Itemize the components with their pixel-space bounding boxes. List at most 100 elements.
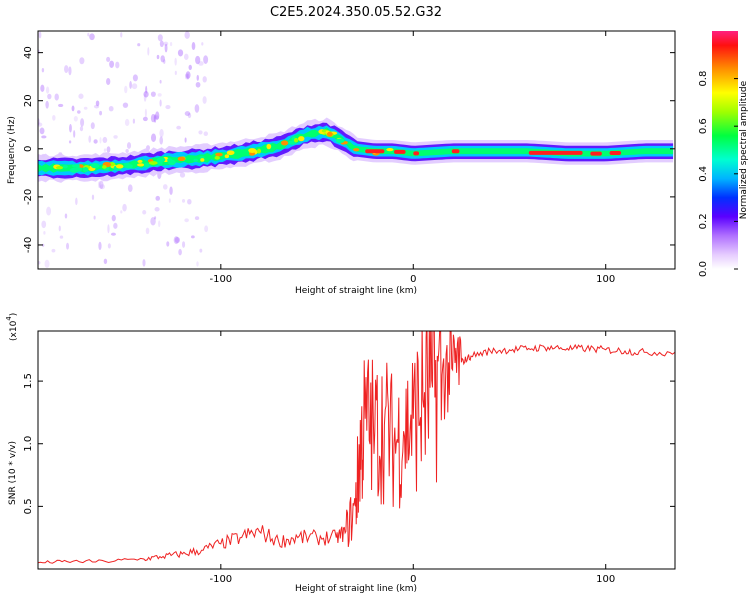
noise-speck bbox=[108, 106, 114, 112]
noise-speck bbox=[124, 118, 130, 127]
noise-speck bbox=[142, 210, 147, 215]
noise-speck bbox=[157, 34, 163, 42]
noise-speck bbox=[144, 108, 147, 118]
noise-speck bbox=[109, 60, 115, 68]
ridge-hotspot bbox=[62, 164, 68, 169]
snr-axes: -100 0 100 0.5 1.0 1.5 bbox=[23, 331, 675, 585]
noise-speck bbox=[73, 130, 76, 138]
noise-speck bbox=[169, 186, 173, 195]
noise-speck bbox=[58, 103, 64, 108]
ridge-hotspot bbox=[298, 136, 305, 142]
noise-speck bbox=[187, 198, 192, 205]
noise-speck bbox=[106, 56, 111, 63]
noise-speck bbox=[131, 83, 138, 90]
noise-speck bbox=[159, 128, 164, 138]
noise-speck bbox=[173, 236, 179, 245]
noise-speck bbox=[122, 203, 127, 212]
ridge-hotspot bbox=[266, 143, 272, 150]
noise-speck bbox=[198, 61, 204, 66]
noise-speck bbox=[169, 42, 173, 47]
noise-speck bbox=[156, 54, 160, 60]
y-tick-label: 20 bbox=[23, 94, 34, 107]
noise-speck bbox=[199, 248, 203, 253]
noise-speck bbox=[154, 207, 160, 212]
noise-speck bbox=[182, 241, 186, 248]
noise-speck bbox=[191, 235, 195, 239]
noise-speck bbox=[145, 85, 148, 94]
snr-multiplier-close: ) bbox=[9, 313, 19, 317]
spectrogram-panel: -100 0 100 -40 -20 0 20 40 Height of straight l… bbox=[7, 30, 676, 296]
noise-speck bbox=[120, 210, 123, 214]
noise-speck bbox=[71, 105, 75, 112]
ridge-hotspot bbox=[167, 158, 173, 162]
noise-speck bbox=[132, 118, 136, 124]
noise-speck bbox=[99, 184, 105, 190]
noise-speck bbox=[98, 241, 102, 251]
y-tick-label: -40 bbox=[23, 237, 34, 253]
noise-speck bbox=[164, 43, 168, 53]
noise-speck bbox=[143, 93, 147, 102]
noise-speck bbox=[102, 136, 108, 144]
noise-speck bbox=[80, 118, 85, 127]
noise-speck bbox=[79, 57, 85, 65]
noise-speck bbox=[150, 217, 156, 226]
noise-speck bbox=[125, 149, 129, 153]
x-tick-label: -100 bbox=[209, 274, 232, 285]
ridge-peak bbox=[528, 150, 583, 155]
ridge-hotspot bbox=[200, 158, 205, 162]
snr-xlabel: Height of straight line (km) bbox=[295, 584, 417, 594]
ridge-peak bbox=[609, 151, 622, 156]
ridge-peak bbox=[590, 151, 602, 156]
noise-speck bbox=[142, 259, 146, 267]
noise-speck bbox=[93, 104, 100, 109]
noise-speck bbox=[64, 213, 68, 219]
noise-speck bbox=[93, 215, 96, 220]
noise-speck bbox=[91, 194, 95, 200]
noise-speck bbox=[159, 79, 162, 84]
noise-speck bbox=[202, 76, 207, 83]
ridge-hotspot bbox=[199, 155, 205, 159]
spectrogram-ylabel: Frequency (Hz) bbox=[7, 116, 17, 184]
ridge-hotspot bbox=[293, 138, 299, 143]
ridge-hotspot bbox=[224, 154, 230, 159]
ridge-hotspot bbox=[280, 140, 289, 146]
noise-speck bbox=[198, 130, 203, 135]
snr-multiplier: (x104) bbox=[5, 313, 19, 341]
ridge-hotspot bbox=[215, 152, 223, 157]
noise-speck bbox=[41, 220, 47, 229]
noise-speck bbox=[89, 33, 95, 41]
noise-speck bbox=[77, 110, 81, 114]
ridge-hotspot bbox=[257, 148, 262, 154]
x-tick-label: 0 bbox=[410, 574, 416, 585]
noise-speck bbox=[113, 222, 118, 229]
svg-text:(x104): (x104) bbox=[5, 313, 19, 341]
noise-speck bbox=[46, 206, 52, 216]
snr-multiplier-exp: 4 bbox=[5, 316, 13, 321]
ridge-peak bbox=[413, 151, 420, 156]
ridge-hotspot bbox=[137, 163, 145, 167]
noise-speck bbox=[181, 199, 186, 203]
snr-series-line bbox=[38, 331, 675, 564]
noise-speck bbox=[204, 225, 209, 233]
spectrogram-frame bbox=[37, 30, 676, 270]
colorbar-tick-label: 0.6 bbox=[698, 118, 709, 134]
ridge-hotspot bbox=[327, 131, 333, 137]
spectrogram-marks bbox=[38, 31, 674, 268]
noise-speck bbox=[195, 55, 201, 65]
noise-speck bbox=[83, 106, 88, 110]
ridge-hotspot bbox=[56, 166, 64, 170]
noise-speck bbox=[111, 214, 116, 222]
noise-speck bbox=[68, 140, 72, 144]
noise-speck bbox=[58, 225, 61, 232]
noise-speck bbox=[187, 112, 192, 119]
noise-speck bbox=[137, 43, 141, 47]
ridge-hotspot bbox=[90, 162, 100, 169]
noise-speck bbox=[191, 42, 196, 51]
ridge-hotspot bbox=[248, 148, 257, 153]
noise-speck bbox=[124, 85, 128, 94]
noise-speck bbox=[168, 198, 171, 203]
noise-speck bbox=[79, 126, 84, 132]
noise-speck bbox=[196, 261, 199, 267]
noise-speck bbox=[122, 102, 129, 108]
noise-speck bbox=[68, 66, 72, 76]
